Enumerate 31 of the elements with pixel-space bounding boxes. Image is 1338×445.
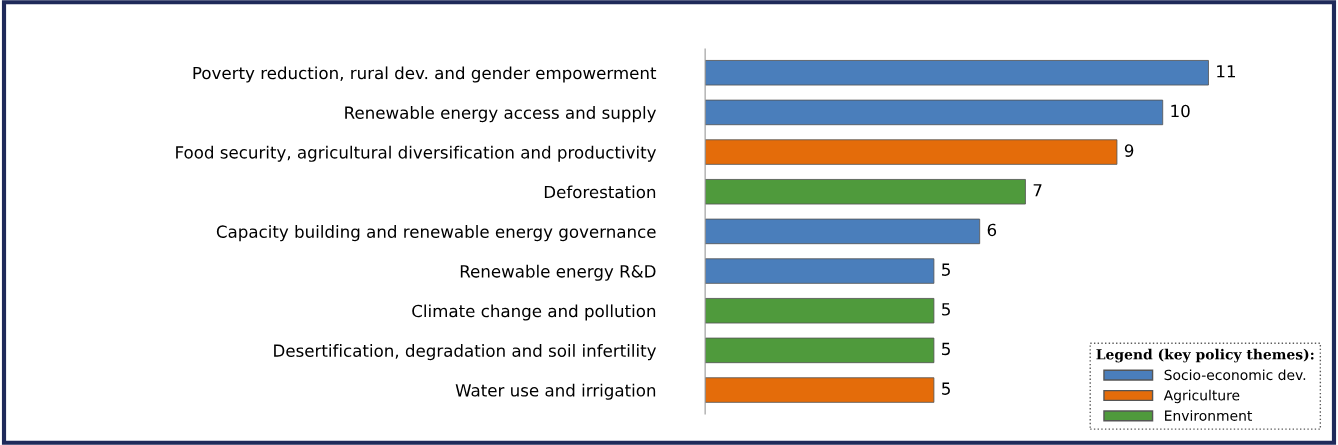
data-label: 7 xyxy=(1033,184,1042,197)
bar xyxy=(705,179,1026,205)
data-label: 5 xyxy=(942,342,950,356)
bar xyxy=(705,139,1118,165)
bar xyxy=(705,337,935,364)
data-label: 10 xyxy=(1171,104,1190,118)
legend-title: Legend (key policy themes): xyxy=(1096,348,1314,363)
bar xyxy=(705,218,981,245)
y-tick-label: Poverty reduction, rural dev. and gender empowerment xyxy=(193,66,657,83)
y-tick-label: Deforestation xyxy=(544,185,656,199)
y-tick-label: Climate change and pollution xyxy=(412,304,656,321)
data-label: 5 xyxy=(942,263,950,276)
bar xyxy=(705,258,935,284)
bar xyxy=(705,99,1164,126)
y-tick-label: Renewable energy access and supply xyxy=(345,106,657,123)
y-tick-label: Food security, agricultural diversification and productivity xyxy=(176,145,657,162)
data-label: 5 xyxy=(942,382,950,395)
legend-label: Environment xyxy=(1165,410,1253,421)
y-tick-label: Water use and irrigation xyxy=(455,383,656,400)
legend-label: Socio-economic dev. xyxy=(1164,369,1306,381)
legend-label: Agriculture xyxy=(1163,389,1240,404)
data-label: 11 xyxy=(1217,65,1235,78)
bar xyxy=(705,377,935,403)
data-label: 5 xyxy=(942,303,950,316)
y-tick-label: Renewable energy R&D xyxy=(460,264,656,281)
y-tick-label: Desertification, degradation and soil infertility xyxy=(274,344,657,361)
bar xyxy=(705,60,1209,86)
bar xyxy=(705,298,935,324)
y-tick-label: Capacity building and renewable energy governance xyxy=(216,225,656,242)
data-label: 6 xyxy=(987,223,997,237)
data-label: 9 xyxy=(1124,144,1134,157)
